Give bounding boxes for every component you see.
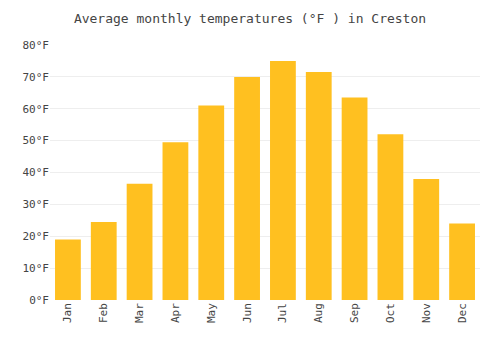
svg-text:Mar: Mar [133, 303, 146, 323]
svg-text:Oct: Oct [384, 303, 397, 323]
svg-text:Apr: Apr [169, 303, 182, 323]
svg-text:Dec: Dec [456, 303, 469, 323]
svg-text:Feb: Feb [97, 303, 110, 323]
svg-text:40°F: 40°F [23, 166, 50, 179]
svg-text:50°F: 50°F [23, 134, 50, 147]
svg-text:70°F: 70°F [23, 71, 50, 84]
svg-text:Average monthly temperatures (: Average monthly temperatures (°F ) in Cr… [74, 11, 426, 26]
svg-text:Nov: Nov [420, 303, 433, 323]
svg-text:20°F: 20°F [23, 230, 50, 243]
svg-text:Aug: Aug [312, 303, 325, 323]
svg-text:Jul: Jul [276, 303, 289, 323]
svg-text:Jan: Jan [61, 303, 74, 323]
svg-text:May: May [205, 303, 218, 323]
svg-text:80°F: 80°F [23, 39, 50, 52]
svg-text:Sep: Sep [348, 303, 361, 323]
svg-text:10°F: 10°F [23, 262, 50, 275]
svg-text:0°F: 0°F [29, 294, 49, 307]
svg-text:30°F: 30°F [23, 198, 50, 211]
svg-text:Jun: Jun [241, 303, 254, 323]
svg-text:60°F: 60°F [23, 103, 50, 116]
